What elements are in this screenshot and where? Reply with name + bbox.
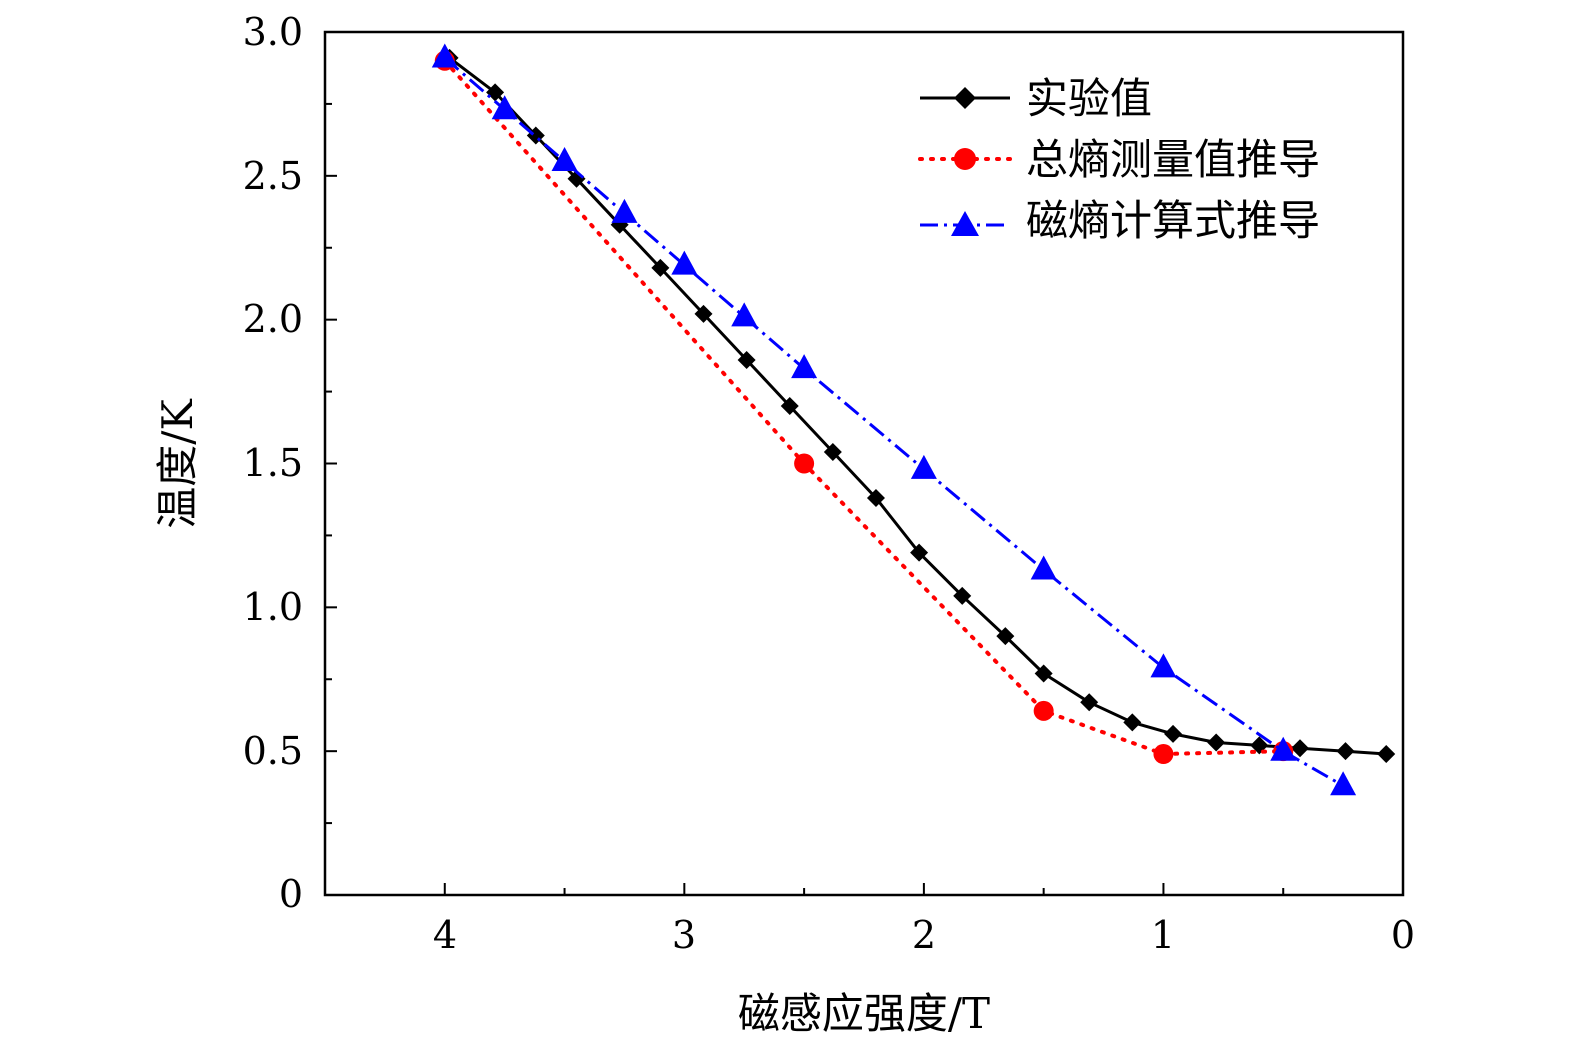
legend-marker-magnetic-entropy [951, 211, 979, 236]
data-point-s0-14 [1034, 664, 1053, 683]
data-point-s2-2 [551, 147, 578, 172]
legend: 实验值 总熵测量值推导 磁熵计算式推导 [918, 74, 1320, 245]
data-point-s0-12 [953, 586, 972, 605]
data-point-s0-1 [486, 83, 505, 102]
data-point-s0-6 [694, 304, 713, 323]
data-point-s2-3 [611, 198, 638, 223]
data-point-s2-11 [1330, 771, 1357, 796]
data-point-s0-21 [1336, 742, 1355, 761]
data-point-s0-18 [1207, 733, 1226, 752]
data-point-s1-1 [794, 453, 815, 474]
y-tick-label-4: 2.0 [243, 297, 303, 341]
x-tick-label-4: 0 [1391, 913, 1415, 957]
data-point-s1-2 [1033, 700, 1054, 721]
data-point-s0-22 [1377, 745, 1396, 764]
data-point-s0-11 [910, 543, 929, 562]
data-point-s0-8 [780, 396, 799, 415]
y-tick-label-0: 0 [279, 872, 303, 916]
data-point-s2-9 [1150, 653, 1177, 678]
legend-marker-total-entropy [954, 148, 976, 170]
data-point-s2-7 [910, 454, 937, 479]
data-point-s0-7 [737, 350, 756, 369]
data-point-s1-3 [1153, 744, 1174, 765]
y-tick-label-6: 3.0 [243, 10, 303, 54]
legend-label-magnetic-entropy: 磁熵计算式推导 [1026, 196, 1320, 245]
y-tick-label-3: 1.5 [243, 441, 303, 485]
x-tick-label-0: 4 [433, 913, 457, 957]
data-point-s2-8 [1030, 555, 1057, 580]
series-2 [431, 43, 1357, 796]
data-point-s2-5 [731, 302, 758, 327]
data-point-s2-1 [491, 95, 518, 120]
data-point-s0-20 [1290, 739, 1309, 758]
x-tick-label-2: 2 [912, 913, 936, 957]
y-tick-label-5: 2.5 [243, 154, 303, 198]
y-tick-label-2: 1.0 [243, 585, 303, 629]
y-tick-label-1: 0.5 [243, 729, 303, 773]
x-axis-title: 磁感应强度/T [738, 989, 990, 1038]
x-tick-label-3: 1 [1151, 913, 1175, 957]
data-point-s2-6 [791, 354, 818, 379]
series-line-2 [443, 56, 1344, 787]
legend-label-experimental: 实验值 [1026, 74, 1152, 123]
data-point-s0-9 [823, 442, 842, 461]
y-axis-title: 温度/K [153, 398, 202, 529]
data-point-s0-16 [1123, 713, 1142, 732]
data-point-s2-0 [431, 43, 458, 68]
data-point-s0-10 [866, 489, 885, 508]
data-point-s0-15 [1080, 693, 1099, 712]
legend-label-total-entropy: 总熵测量值推导 [1026, 135, 1320, 184]
data-point-s0-5 [651, 258, 670, 277]
axes-ticks [325, 31, 1404, 896]
data-point-s0-13 [996, 627, 1015, 646]
data-point-s0-17 [1164, 724, 1183, 743]
data-point-s2-4 [671, 250, 698, 275]
x-tick-label-1: 3 [672, 913, 696, 957]
data-point-s2-10 [1270, 736, 1297, 761]
legend-marker-experimental [954, 87, 976, 109]
